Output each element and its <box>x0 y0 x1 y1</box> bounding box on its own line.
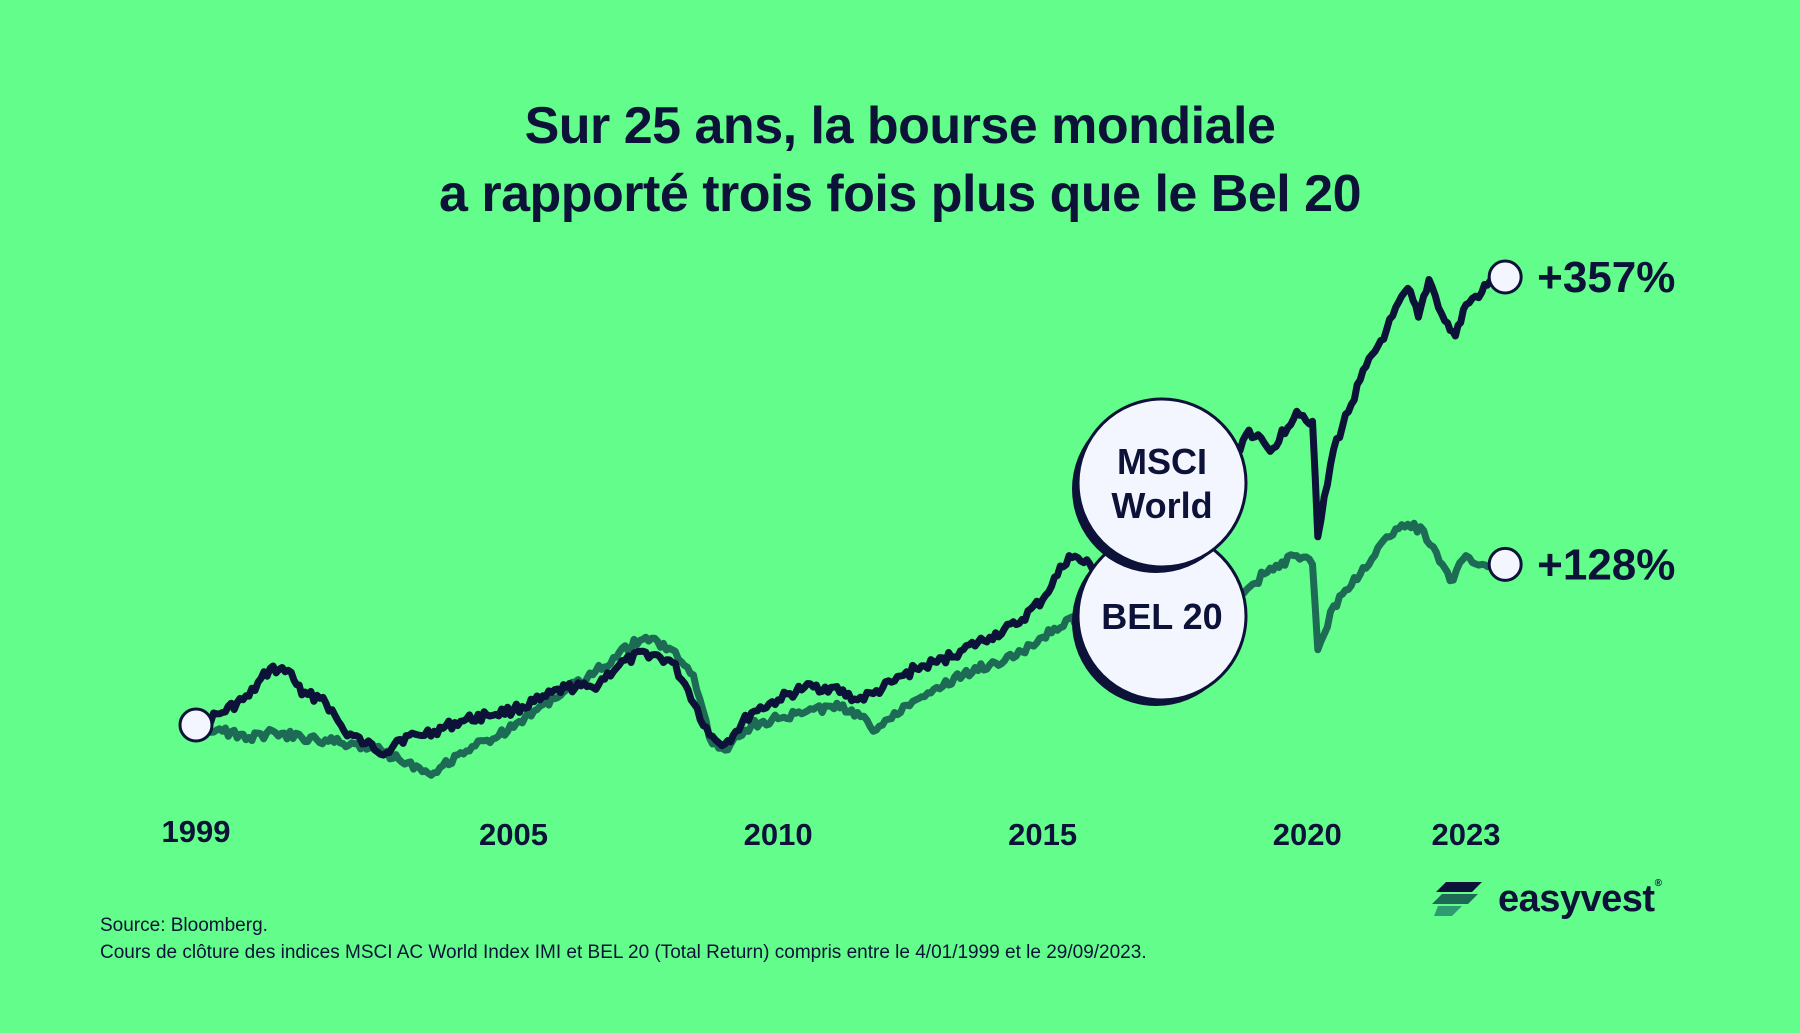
marker-layer: +357% +128% <box>178 253 1675 743</box>
end-label-msci-world: +357% <box>1537 253 1675 302</box>
x-tick-label-1999: 1999 <box>162 814 231 849</box>
chart-title: Sur 25 ans, la bourse mondiale a rapport… <box>0 92 1800 228</box>
brand-registered-mark: ® <box>1654 877 1662 889</box>
bubble-label-msci-world: World <box>1111 485 1212 526</box>
data-description-note: Cours de clôture des indices MSCI AC Wor… <box>100 942 1147 963</box>
bubble-label-msci-world: MSCI <box>1117 441 1207 482</box>
x-tick-label-2023: 2023 <box>1432 817 1501 852</box>
end-label-bel-20: +128% <box>1537 540 1675 589</box>
chart-title-line-2: a rapporté trois fois plus que le Bel 20 <box>438 165 1362 223</box>
bubble-bel-20: BEL 20 <box>1072 530 1248 706</box>
series-line-msci-world <box>192 272 1509 759</box>
series-line-bel-20 <box>192 519 1509 779</box>
x-axis-ticks: 1999 2005 2010 2015 2020 2023 <box>162 814 1501 852</box>
series-layer <box>192 272 1509 779</box>
end-marker-msci-world <box>1487 259 1523 295</box>
bubble-circle-msci-world <box>1076 397 1248 569</box>
x-tick-label-2015: 2015 <box>1008 817 1077 852</box>
brand-logo[interactable]: easyvest® <box>1432 876 1662 922</box>
easyvest-logo-icon <box>1432 882 1482 916</box>
source-note: Source: Bloomberg. <box>100 915 268 936</box>
brand-name-text: easyvest <box>1498 877 1655 920</box>
x-tick-label-2020: 2020 <box>1273 817 1342 852</box>
chart-title-line-1: Sur 25 ans, la bourse mondiale <box>524 97 1276 155</box>
brand-name: easyvest® <box>1498 877 1662 921</box>
start-marker <box>178 707 214 743</box>
x-tick-label-2010: 2010 <box>744 817 813 852</box>
end-marker-bel-20 <box>1487 546 1523 582</box>
x-tick-label-2005: 2005 <box>479 817 548 852</box>
bubble-label-bel-20: BEL 20 <box>1101 596 1222 637</box>
chart-footer: Source: Bloomberg. Cours de clôture des … <box>100 912 1147 966</box>
